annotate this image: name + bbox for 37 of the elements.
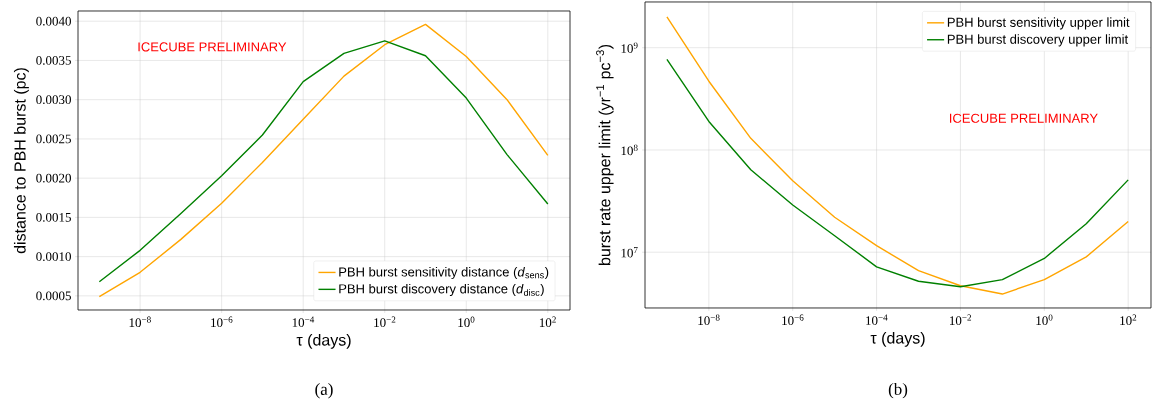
- y-tick-label: 10$^{7}$: [621, 247, 638, 258]
- text: (b): [888, 382, 908, 399]
- x-tick-label: 10$^{0}$: [1036, 314, 1053, 326]
- y-tick-label: 0.0035: [36, 56, 71, 65]
- y-tick-label: 0.0010: [36, 252, 71, 262]
- x-tick-label: 10$^{0}$: [458, 316, 475, 328]
- line-series: [666, 16, 1129, 295]
- x-tick-label: 10$^{2}$: [1120, 314, 1137, 326]
- legend-label: PBH burst discovery upper limit: [947, 34, 1129, 47]
- x-tick-label: 10$^{−4}$: [866, 314, 888, 325]
- y-tick-label: 0.0005: [36, 291, 71, 301]
- x-tick-label: 10$^{−2}$: [950, 314, 972, 326]
- y-tick-label: 10$^{8}$: [621, 144, 638, 156]
- x-tick-label: 10$^{−2}$: [374, 316, 396, 328]
- x-tick-label: 10$^{2}$: [539, 316, 556, 328]
- y-tick-label: 0.0025: [36, 134, 71, 144]
- legend-label: PBH burst sensitivity upper limit: [947, 17, 1130, 30]
- y-axis-title: burst rate upper limit (yr$^{−1}$ pc$^{−3}$): [596, 44, 614, 266]
- legend-label: PBH burst sensitivity distance (d$_{sens}$): [339, 266, 549, 280]
- x-tick-label: 10$^{−4}$: [292, 316, 315, 327]
- x-tick-label: 10$^{−6}$: [211, 316, 233, 328]
- x-tick-label: 10$^{−8}$: [129, 316, 151, 328]
- y-tick-label: 0.0040: [36, 16, 71, 26]
- x-tick-label: 10$^{−8}$: [698, 314, 720, 326]
- y-tick-label: 0.0020: [36, 173, 71, 183]
- y-tick-label: 0.0015: [36, 212, 71, 222]
- x-axis-title: τ (days): [296, 333, 351, 349]
- line-series: [666, 58, 1129, 288]
- y-tick-label: 10$^{9}$: [621, 42, 638, 53]
- annotation: ICECUBE PRELIMINARY: [950, 113, 1098, 123]
- x-axis-title: τ (days): [870, 331, 925, 347]
- x-tick-label: 10$^{−6}$: [782, 314, 804, 326]
- y-tick-label: 0.0030: [36, 95, 71, 105]
- annotation: ICECUBE PRELIMINARY: [138, 42, 287, 52]
- text: (a): [315, 383, 333, 399]
- legend-label: PBH burst discovery distance (d$_{disc}$): [339, 283, 544, 297]
- y-axis-title: distance to PBH burst (pc): [13, 68, 29, 254]
